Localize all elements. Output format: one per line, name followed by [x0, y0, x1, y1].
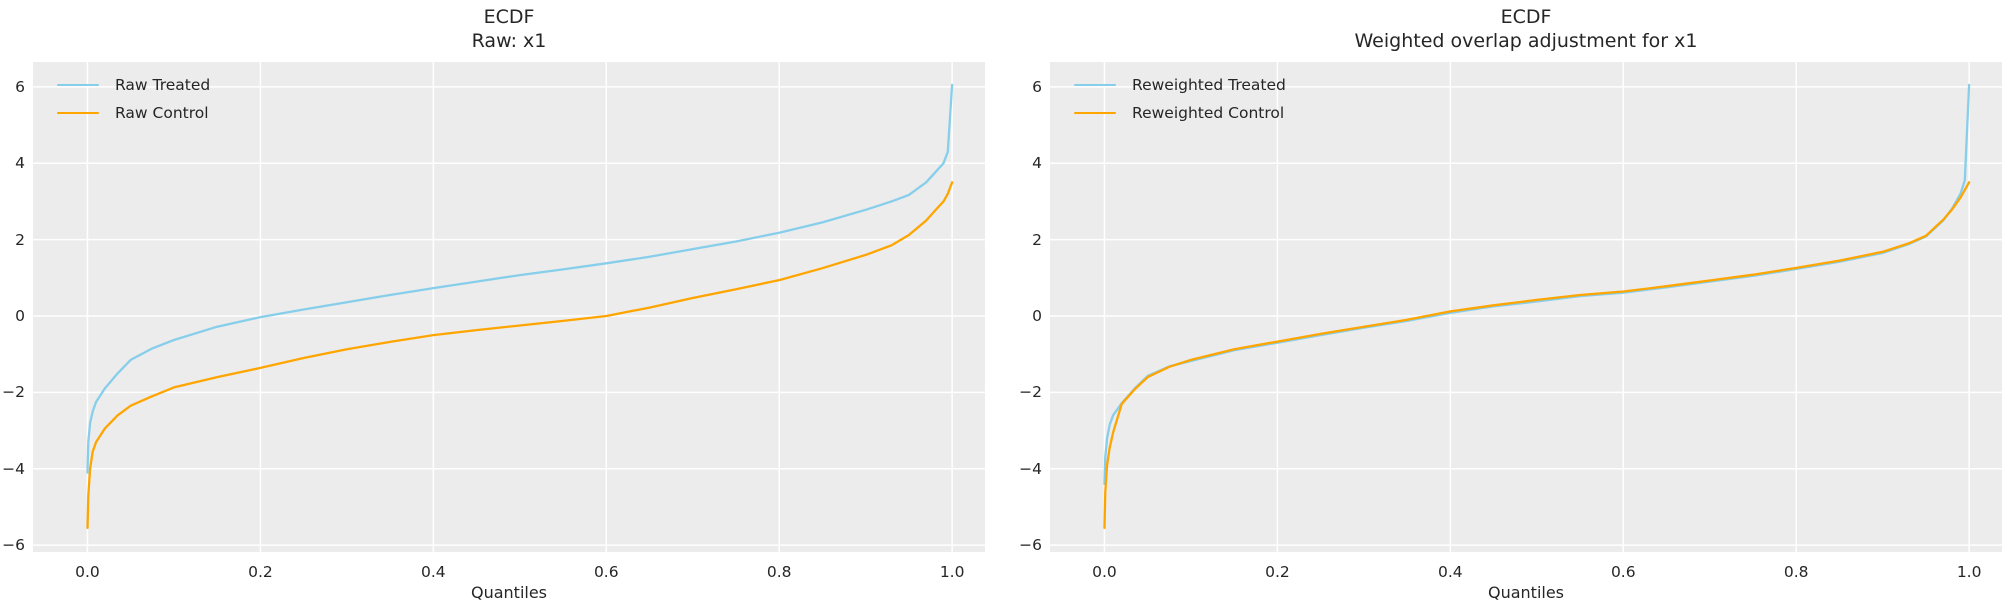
legend-item: Reweighted Treated — [1074, 74, 1286, 96]
series-line-reweighted-treated — [1103, 83, 1971, 486]
y-tick-label: −6 — [2, 536, 25, 555]
x-tick-label: 0.2 — [1265, 563, 1290, 581]
x-tick-label: 0.0 — [1092, 563, 1117, 581]
chart-title-right: ECDF Weighted overlap adjustment for x1 — [1050, 5, 2002, 53]
y-tick-label: −2 — [1019, 383, 1042, 402]
y-tick-label: −4 — [1019, 459, 1042, 478]
plot-area-left: Raw Treated Raw Control — [33, 62, 985, 552]
y-tick-label: −2 — [2, 383, 25, 402]
legend-line-swatch — [1074, 111, 1116, 115]
right-chart-panel: ECDF Weighted overlap adjustment for x1 … — [1019, 0, 2002, 611]
series-line-raw-treated — [86, 83, 954, 474]
y-tick-label: 6 — [15, 77, 25, 96]
chart-title-line2: Weighted overlap adjustment for x1 — [1354, 30, 1698, 52]
legend-right: Reweighted Treated Reweighted Control — [1074, 74, 1286, 130]
x-tick-label: 0.0 — [75, 563, 100, 581]
y-tick-label: 4 — [1032, 154, 1042, 173]
plot-canvas-left — [33, 62, 985, 552]
x-tick-label: 0.4 — [421, 563, 446, 581]
legend-label: Reweighted Control — [1132, 104, 1285, 122]
y-tick-label: 6 — [1032, 77, 1042, 96]
chart-title-left: ECDF Raw: x1 — [33, 5, 985, 53]
x-axis-label-right: Quantiles — [1487, 583, 1565, 602]
y-tick-label: −4 — [2, 459, 25, 478]
y-tick-label: 2 — [15, 230, 25, 249]
x-tick-label: 0.8 — [766, 563, 792, 581]
legend-item: Raw Control — [57, 102, 210, 124]
y-tick-label: 4 — [15, 154, 25, 173]
x-tick-label: 0.2 — [248, 563, 273, 581]
legend-line-swatch — [1074, 83, 1116, 87]
left-chart-panel: ECDF Raw: x1 Raw Treated Raw Control Quan… — [2, 0, 985, 611]
legend-label: Reweighted Treated — [1132, 76, 1286, 94]
legend-item: Raw Treated — [57, 74, 210, 96]
x-axis-label-left: Quantiles — [470, 583, 548, 602]
series-line-raw-control — [86, 181, 954, 530]
legend-item: Reweighted Control — [1074, 102, 1286, 124]
plot-canvas-right — [1050, 62, 2002, 552]
x-tick-label: 0.8 — [1783, 563, 1809, 581]
y-tick-label: −6 — [1019, 536, 1042, 555]
chart-title-line2: Raw: x1 — [471, 30, 547, 52]
x-tick-label: 0.6 — [593, 563, 619, 581]
legend-label: Raw Treated — [115, 76, 211, 94]
chart-title-line1: ECDF — [1500, 6, 1552, 28]
legend-line-swatch — [57, 83, 99, 87]
legend-line-swatch — [57, 111, 99, 115]
x-tick-label: 1.0 — [939, 563, 965, 581]
legend-left: Raw Treated Raw Control — [57, 74, 210, 130]
legend-label: Raw Control — [115, 104, 209, 122]
y-tick-label: 0 — [1032, 306, 1042, 325]
y-tick-label: 0 — [15, 306, 25, 325]
series-line-reweighted-control — [1103, 181, 1971, 530]
y-tick-label: 2 — [1032, 230, 1042, 249]
x-tick-label: 0.4 — [1438, 563, 1463, 581]
plot-area-right: Reweighted Treated Reweighted Control — [1050, 62, 2002, 552]
x-tick-label: 0.6 — [1610, 563, 1636, 581]
chart-title-line1: ECDF — [483, 6, 535, 28]
x-tick-label: 1.0 — [1956, 563, 1982, 581]
